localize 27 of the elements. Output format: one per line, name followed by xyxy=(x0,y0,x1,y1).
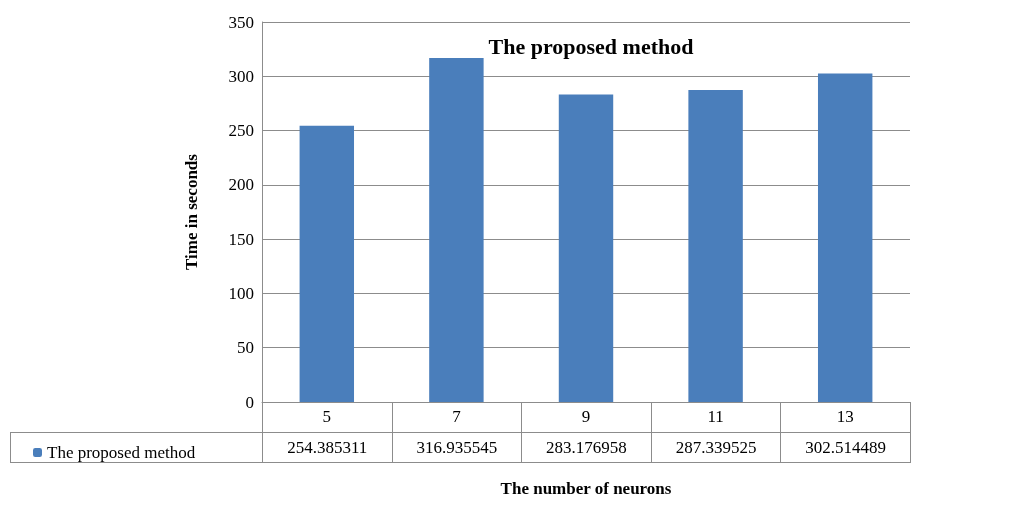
y-tick-label: 300 xyxy=(228,66,254,86)
x-tick-label: 9 xyxy=(581,407,591,426)
bar xyxy=(558,94,614,402)
data-label: 302.514489 xyxy=(780,432,911,463)
y-tick-label: 250 xyxy=(228,121,254,141)
bar xyxy=(299,125,355,402)
x-tick-label: 7 xyxy=(452,407,462,426)
data-label: 283.176958 xyxy=(521,432,652,463)
y-tick-label: 350 xyxy=(228,12,254,32)
y-tick-label: 200 xyxy=(228,175,254,195)
bar xyxy=(429,57,484,402)
data-label: 254.385311 xyxy=(262,432,393,463)
bar xyxy=(688,90,743,402)
data-label: 316.935545 xyxy=(391,432,523,463)
text: The proposed method xyxy=(488,33,694,59)
x-tick-label: 11 xyxy=(707,407,724,426)
x-axis-title: The number of neurons xyxy=(500,479,672,498)
x-tick-label: 13 xyxy=(836,407,854,426)
y-axis-title: Time in seconds xyxy=(182,153,201,270)
data-label: 287.339525 xyxy=(650,432,782,463)
x-tick-label: 5 xyxy=(322,407,332,426)
bar xyxy=(817,73,873,402)
legend-label: The proposed method xyxy=(47,443,196,462)
y-tick-label: 0 xyxy=(245,392,254,412)
y-tick-label: 150 xyxy=(228,229,254,249)
y-tick-label: 50 xyxy=(237,338,254,358)
y-tick-label: 100 xyxy=(228,283,254,303)
